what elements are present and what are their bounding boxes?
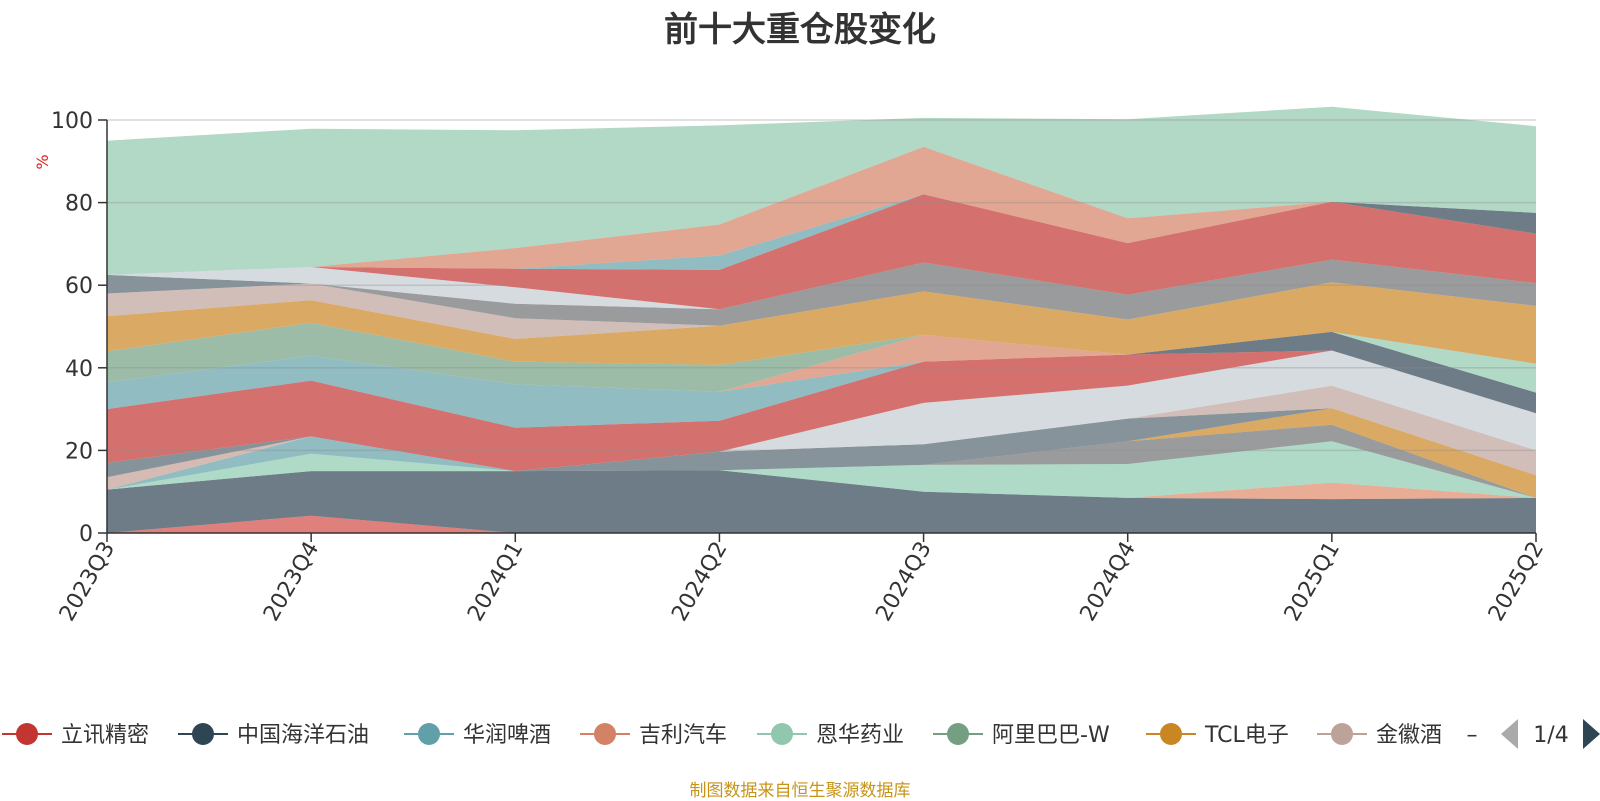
legend-prev-page-icon[interactable]	[1501, 719, 1518, 749]
y-tick-label: 100	[51, 109, 93, 134]
x-tick-label: 2023Q4	[259, 538, 324, 626]
area-layer-14	[107, 331, 1536, 428]
legend-label: TCL电子	[1204, 723, 1289, 748]
area-layer-2	[107, 470, 1536, 500]
y-tick-label: 60	[65, 274, 93, 299]
area-layer-19	[107, 282, 1536, 339]
legend-item[interactable]: 阿里巴巴-W	[933, 723, 1110, 748]
x-tick-label: 2025Q2	[1484, 538, 1549, 626]
legend-more-marker: –	[1467, 723, 1478, 748]
area-layer-23	[107, 194, 1536, 310]
legend-label: 金徽酒	[1376, 723, 1442, 748]
grid-lines	[107, 119, 1536, 452]
stacked-area-series	[107, 106, 1536, 533]
legend-label: 立讯精密	[61, 723, 149, 748]
legend-label: 阿里巴巴-W	[992, 723, 1110, 748]
legend-item[interactable]: 中国海洋石油	[178, 723, 369, 748]
legend-item[interactable]: 吉利汽车	[580, 723, 727, 748]
legend-marker	[1331, 723, 1353, 745]
x-tick-label: 2024Q4	[1076, 538, 1141, 626]
chart-title: 前十大重仓股变化	[664, 10, 936, 50]
legend-marker	[1160, 723, 1182, 745]
y-tick-label: 80	[65, 192, 93, 217]
area-layer-20	[107, 259, 1536, 326]
legend-label: 华润啤酒	[463, 723, 551, 748]
legend-marker	[771, 723, 793, 745]
area-layer-12	[107, 350, 1536, 472]
area-layer-1	[107, 470, 1536, 533]
legend-label: 中国海洋石油	[237, 723, 369, 748]
legend-marker	[16, 723, 38, 745]
legend-marker	[947, 723, 969, 745]
area-layer-11	[107, 350, 1536, 472]
y-tick-label: 40	[65, 357, 93, 382]
y-tick-label: 0	[79, 522, 93, 547]
area-layer-3	[107, 441, 1536, 498]
legend-next-page-icon[interactable]	[1583, 719, 1600, 749]
legend-marker	[192, 723, 214, 745]
x-tick-label: 2024Q3	[871, 538, 936, 626]
area-layer-6	[107, 424, 1536, 498]
x-tick-label: 2023Q3	[55, 538, 120, 626]
area-layer-0	[107, 515, 1536, 533]
legend-item[interactable]: TCL电子	[1146, 723, 1289, 748]
legend-item[interactable]: 金徽酒	[1317, 723, 1442, 748]
area-layer-22	[107, 259, 1536, 310]
y-axis-label: %	[33, 154, 52, 169]
legend-item[interactable]: 恩华药业	[757, 723, 904, 748]
y-tick-label: 20	[65, 439, 93, 464]
source-note: 制图数据来自恒生聚源数据库	[689, 781, 911, 801]
area-layer-27	[107, 106, 1536, 275]
legend-page-indicator: 1/4	[1533, 723, 1568, 748]
x-tick-label: 2025Q1	[1280, 538, 1345, 626]
legend: 立讯精密 中国海洋石油 华润啤酒 吉利汽车 恩华药业 阿里巴巴-W TCL电子 金徽酒 – 1/4	[2, 719, 1600, 749]
legend-marker	[418, 723, 440, 745]
area-layer-18	[107, 282, 1536, 365]
area-layer-17	[107, 322, 1536, 392]
legend-label: 吉利汽车	[639, 723, 727, 748]
x-tick-label: 2024Q1	[463, 538, 528, 626]
legend-label: 恩华药业	[816, 723, 904, 748]
area-layer-26	[107, 146, 1536, 275]
legend-item[interactable]: 华润啤酒	[404, 723, 551, 748]
area-layer-9	[107, 408, 1536, 478]
legend-marker	[594, 723, 616, 745]
legend-item[interactable]: 立讯精密	[2, 723, 149, 748]
x-tick-label: 2024Q2	[667, 538, 732, 626]
